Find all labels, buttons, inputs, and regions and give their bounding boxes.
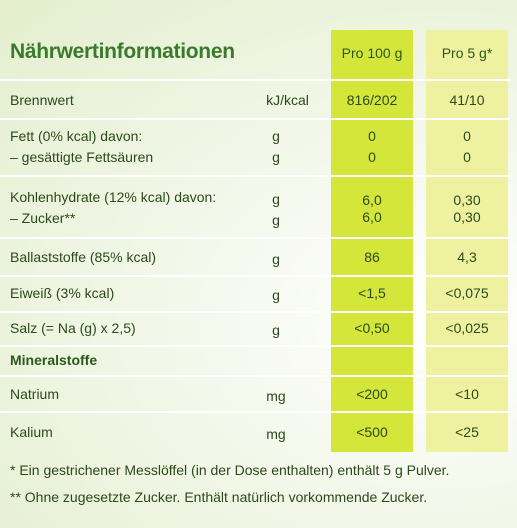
row-divider xyxy=(0,275,510,277)
value-100g-ballaststoffe: 86 xyxy=(364,249,380,265)
row-label-eiweiss: Eiweiß (3% kcal) xyxy=(10,285,115,301)
row-label-fett: Fett (0% kcal) davon: xyxy=(10,128,143,144)
row-unit-zucker: g xyxy=(272,212,280,228)
row-unit-salz: g xyxy=(272,322,280,338)
value-100g-kohlenhydrate: 6,0 xyxy=(362,192,382,208)
row-unit-fett: g xyxy=(272,128,280,144)
row-divider xyxy=(0,237,510,239)
value-5g-brennwert: 41/10 xyxy=(449,92,485,108)
row-unit-eiweiss: g xyxy=(272,287,280,303)
row-divider xyxy=(0,118,510,120)
value-5g-kalium: <25 xyxy=(455,424,479,440)
table-title: Nährwertinformationen xyxy=(10,40,235,63)
row-divider xyxy=(0,79,510,81)
value-5g-fettsaeuren: 0 xyxy=(463,149,471,165)
row-label-salz: Salz (= Na (g) x 2,5) xyxy=(10,320,136,336)
row-divider xyxy=(0,311,510,313)
column-100g-highlight xyxy=(331,30,413,452)
row-label-kalium: Kalium xyxy=(10,424,53,440)
value-5g-kohlenhydrate: 0,30 xyxy=(453,192,481,208)
value-5g-natrium: <10 xyxy=(455,386,479,402)
column-header-5g: Pro 5 g* xyxy=(441,45,493,61)
value-100g-kalium: <500 xyxy=(356,424,388,440)
value-100g-natrium: <200 xyxy=(356,386,388,402)
value-100g-brennwert: 816/202 xyxy=(346,92,398,108)
value-100g-fett: 0 xyxy=(368,128,376,144)
column-5g-highlight xyxy=(426,30,508,452)
row-unit-ballaststoffe: g xyxy=(272,251,280,267)
row-unit-natrium: mg xyxy=(266,388,286,404)
column-header-100g: Pro 100 g xyxy=(341,45,403,61)
row-unit-brennwert: kJ/kcal xyxy=(266,92,309,108)
value-5g-salz: <0,025 xyxy=(445,320,489,336)
value-100g-zucker: 6,0 xyxy=(362,209,382,225)
value-5g-ballaststoffe: 4,3 xyxy=(457,249,477,265)
section-heading-mineralstoffe: Mineralstoffe xyxy=(10,352,98,368)
row-label-ballaststoffe: Ballaststoffe (85% kcal) xyxy=(10,249,157,265)
value-100g-salz: <0,50 xyxy=(354,320,390,336)
row-unit-fettsaeuren: g xyxy=(272,149,280,165)
row-label-zucker: – Zucker** xyxy=(10,210,76,226)
row-unit-kohlenhydrate: g xyxy=(272,191,280,207)
value-100g-eiweiss: <1,5 xyxy=(358,285,386,301)
row-label-natrium: Natrium xyxy=(10,386,60,402)
footnote-sugar: ** Ohne zugesetzte Zucker. Enthält natür… xyxy=(10,489,428,505)
row-label-kohlenhydrate: Kohlenhydrate (12% kcal) davon: xyxy=(10,189,217,205)
row-divider xyxy=(0,175,510,177)
value-5g-zucker: 0,30 xyxy=(453,209,481,225)
row-label-fettsaeuren: – gesättigte Fettsäuren xyxy=(10,149,154,165)
value-5g-fett: 0 xyxy=(463,128,471,144)
row-divider xyxy=(0,345,510,347)
value-100g-fettsaeuren: 0 xyxy=(368,149,376,165)
footnote-scoop: * Ein gestrichener Messlöffel (in der Do… xyxy=(10,462,450,478)
value-5g-eiweiss: <0,075 xyxy=(445,285,489,301)
row-unit-kalium: mg xyxy=(266,426,286,442)
row-label-brennwert: Brennwert xyxy=(10,92,74,108)
row-divider xyxy=(0,411,510,413)
row-divider xyxy=(0,375,510,377)
